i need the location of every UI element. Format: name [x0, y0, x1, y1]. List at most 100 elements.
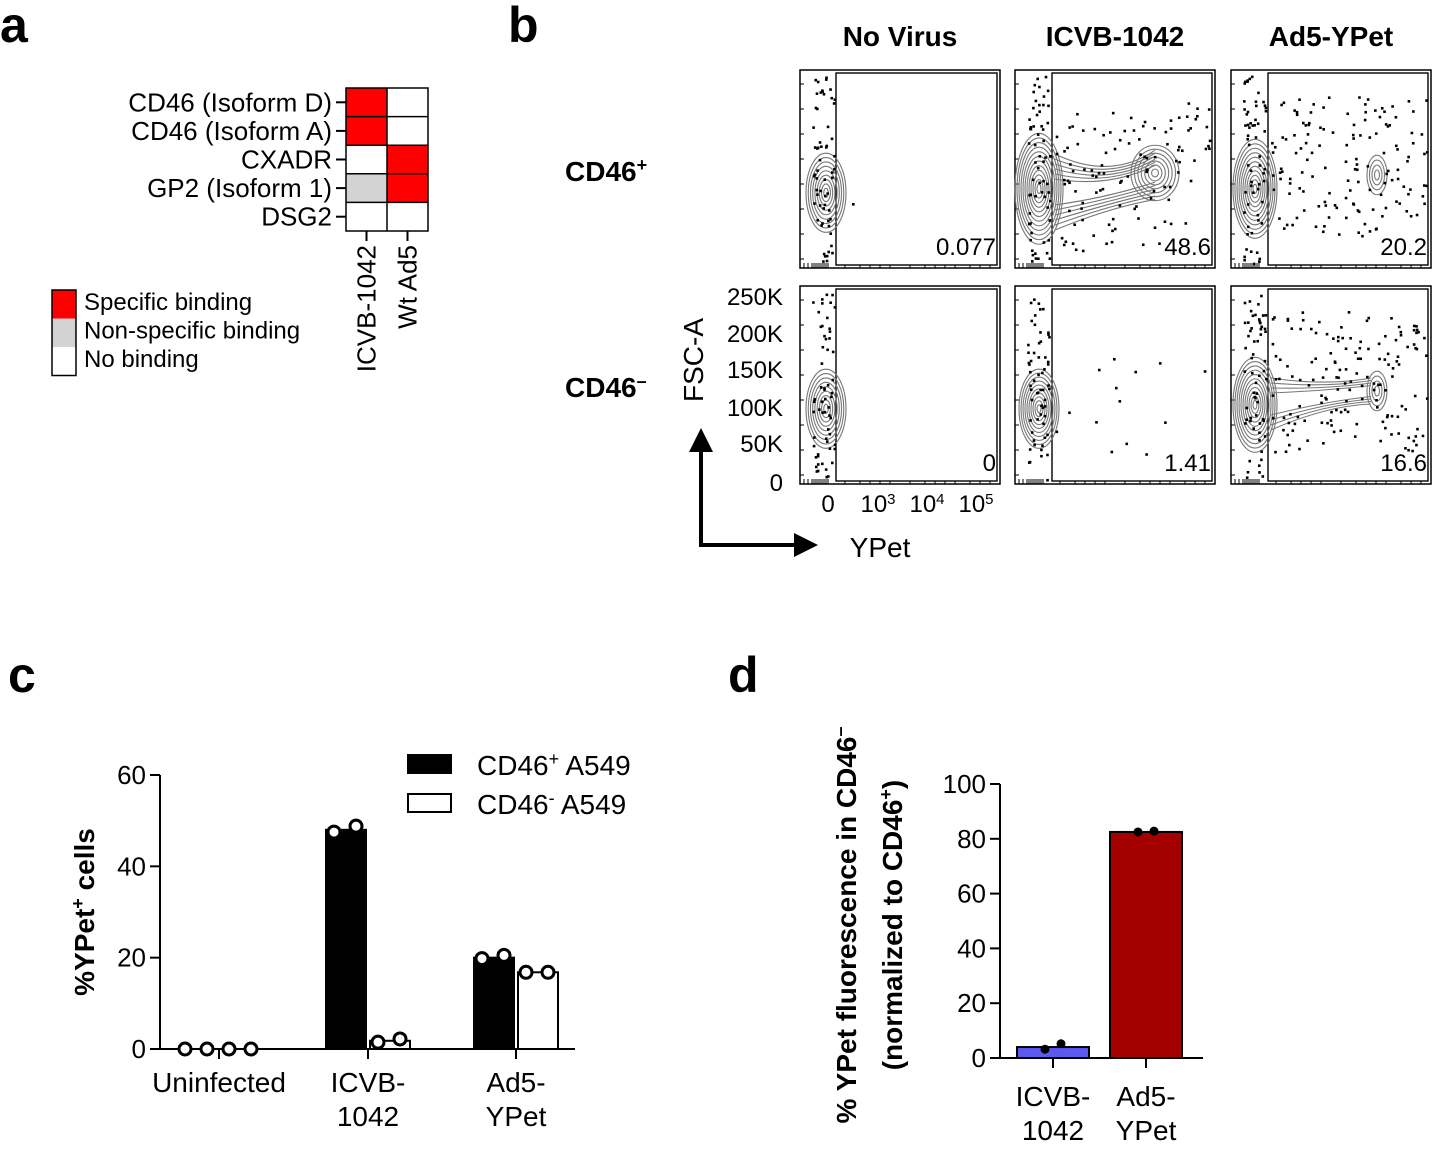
- flow-event: [1158, 362, 1162, 365]
- flow-event: [1063, 150, 1066, 153]
- flow-event: [1042, 103, 1045, 107]
- flow-event: [1301, 318, 1305, 322]
- flow-event: [1273, 145, 1277, 149]
- flow-event: [1374, 109, 1377, 112]
- flow-contour: [812, 381, 840, 436]
- flow-event: [1397, 363, 1401, 366]
- flow-event: [1263, 130, 1267, 133]
- flow-event: [1042, 179, 1045, 183]
- flow-plot-frame: [1230, 69, 1432, 269]
- legend-swatch-nonspecific: [52, 318, 76, 347]
- flow-event: [821, 302, 824, 305]
- flow-event: [1250, 180, 1253, 184]
- flow-event: [1033, 314, 1037, 317]
- flow-event: [816, 463, 820, 466]
- flow-event: [821, 345, 825, 349]
- flow-event: [1244, 80, 1247, 84]
- flow-event: [1404, 408, 1408, 411]
- flow-event: [1261, 417, 1265, 421]
- flow-event: [1152, 189, 1156, 193]
- flow-event: [1167, 198, 1171, 202]
- d-y-axis-label: % YPet fluorescence in CD46–: [830, 727, 862, 1124]
- flow-event: [1249, 419, 1252, 423]
- flow-event: [1047, 104, 1050, 108]
- flow-event: [818, 408, 821, 411]
- heatmap-row-label: CXADR: [241, 145, 332, 175]
- flow-event: [1030, 231, 1033, 235]
- flow-event: [1027, 461, 1031, 464]
- heatmap-cell: [346, 88, 387, 117]
- flow-event: [814, 106, 818, 110]
- flow-event: [1102, 133, 1105, 137]
- flow-event: [1364, 110, 1367, 114]
- flow-event: [1425, 99, 1428, 102]
- flow-event: [1390, 433, 1393, 436]
- flow-event: [1358, 346, 1362, 350]
- flow-event: [812, 126, 815, 129]
- flow-event: [825, 440, 829, 443]
- flow-event: [1246, 225, 1250, 229]
- flow-event: [1252, 391, 1256, 395]
- flow-event: [822, 92, 826, 96]
- flow-event: [1386, 125, 1390, 128]
- flow-contour: [1246, 386, 1264, 423]
- flow-event: [1386, 169, 1390, 173]
- flow-y-tick-label: 150K: [727, 357, 783, 384]
- flow-event: [823, 255, 827, 258]
- flow-event: [1406, 159, 1409, 163]
- flow-event: [830, 96, 834, 100]
- flow-event: [824, 468, 828, 471]
- c-y-axis-label: %YPet+ cells: [68, 828, 100, 996]
- flow-event: [1335, 408, 1338, 412]
- flow-event: [1245, 406, 1249, 410]
- flow-event: [1243, 301, 1247, 305]
- d-y-tick-label: 80: [957, 824, 986, 854]
- flow-event: [1252, 262, 1256, 266]
- flow-event: [1291, 223, 1294, 227]
- heatmap-cell: [346, 202, 387, 231]
- flow-event: [1274, 354, 1278, 358]
- flow-event: [1177, 116, 1181, 120]
- flow-event: [1264, 314, 1268, 317]
- flow-event: [1169, 119, 1173, 122]
- flow-event: [1303, 419, 1306, 423]
- flow-event: [1326, 421, 1329, 425]
- c-legend-swatch: [407, 793, 452, 813]
- flow-event: [1425, 354, 1428, 358]
- flow-event: [1111, 111, 1115, 115]
- flow-event: [1080, 207, 1083, 210]
- c-data-point: [243, 1041, 259, 1057]
- flow-event: [1247, 334, 1250, 338]
- flow-event: [1178, 145, 1181, 149]
- flow-event: [1045, 251, 1049, 255]
- flow-y-tick-label: 200K: [727, 321, 783, 348]
- flow-event: [1258, 374, 1261, 378]
- flow-event: [1039, 340, 1043, 343]
- flow-event: [1258, 431, 1261, 435]
- flow-event: [1304, 141, 1308, 145]
- flow-event: [1259, 333, 1263, 336]
- flow-event: [1318, 320, 1321, 324]
- flow-event: [831, 293, 834, 297]
- flow-event: [1145, 168, 1149, 172]
- flow-event: [1074, 190, 1077, 193]
- flow-event: [1254, 381, 1258, 385]
- flow-contour: [1028, 165, 1050, 213]
- flow-event: [1258, 155, 1262, 158]
- flow-event: [1288, 182, 1292, 185]
- flow-event: [1036, 77, 1039, 81]
- flow-event: [1423, 152, 1426, 156]
- flow-event: [1257, 91, 1260, 95]
- flow-event: [1090, 169, 1094, 172]
- flow-plot-frame: [799, 69, 1001, 269]
- flow-event: [1360, 384, 1364, 388]
- flow-event: [1282, 101, 1286, 105]
- flow-event: [1255, 392, 1259, 395]
- flow-event: [1263, 359, 1267, 363]
- flow-event: [1120, 179, 1123, 183]
- flow-event: [1333, 361, 1337, 364]
- flow-event: [816, 454, 820, 458]
- flow-event: [1356, 357, 1360, 361]
- flow-event: [1113, 147, 1117, 151]
- flow-event: [1284, 138, 1288, 141]
